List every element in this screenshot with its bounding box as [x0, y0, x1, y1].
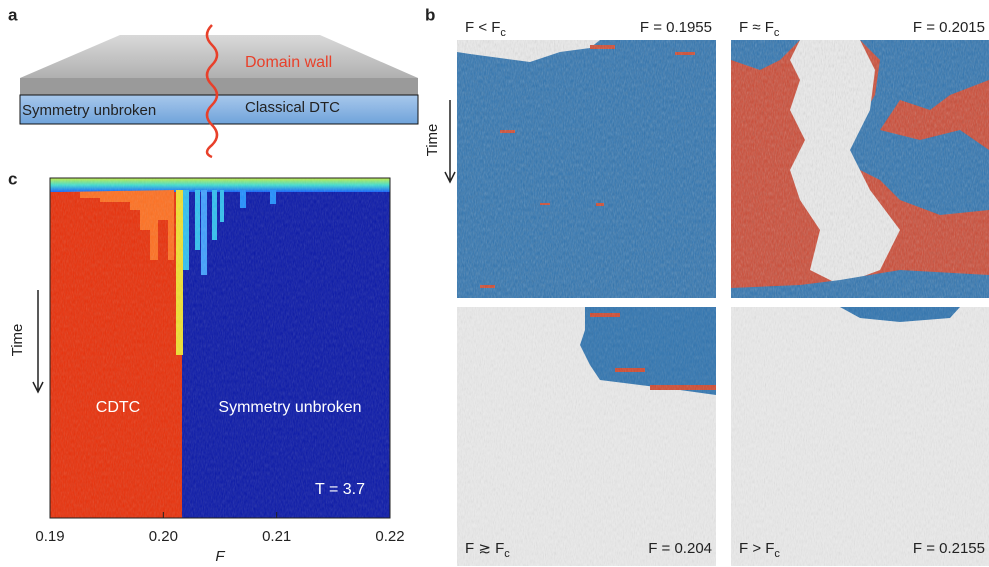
snapshot — [731, 40, 989, 298]
condition-text: F < F — [465, 19, 500, 36]
y-axis-label: Time — [424, 124, 441, 157]
x-axis-label: F — [215, 548, 225, 565]
condition-subscript: c — [774, 548, 780, 560]
x-tick-label: 0.22 — [375, 528, 404, 545]
x-tick-label: 0.20 — [149, 528, 178, 545]
annotation: T = 3.7 — [315, 481, 365, 498]
panel-label: c — [8, 169, 17, 188]
region-label: CDTC — [96, 399, 140, 416]
snapshot — [457, 307, 716, 566]
frame-condition: F ≈ Fc — [739, 19, 780, 39]
y-axis-label: Time — [9, 324, 26, 357]
frame-value: F = 0.204 — [648, 540, 712, 557]
region-label: Classical DTC — [245, 99, 340, 116]
region-label: Symmetry unbroken — [218, 399, 361, 416]
frame-value: F = 0.1955 — [640, 19, 712, 36]
condition-text: F > F — [739, 540, 774, 557]
slab — [19, 94, 419, 125]
snapshot — [731, 307, 989, 566]
frame-value: F = 0.2155 — [913, 540, 985, 557]
slab-top — [20, 35, 418, 78]
heatmap — [50, 178, 390, 518]
frame-condition: F < Fc — [465, 19, 506, 39]
frame-condition: F ≳ Fc — [465, 540, 510, 560]
condition-subscript: c — [774, 27, 780, 39]
annotation: Domain wall — [245, 54, 332, 71]
x-tick-label: 0.19 — [35, 528, 64, 545]
frame-condition: F > Fc — [739, 540, 780, 560]
region-label: Symmetry unbroken — [22, 102, 156, 119]
condition-text: F ≈ F — [739, 19, 774, 36]
time-arrow — [32, 290, 44, 394]
domain-wall-line — [205, 24, 219, 159]
panel-label: a — [8, 5, 18, 24]
time-arrow — [444, 100, 456, 184]
snapshot — [457, 40, 716, 298]
slab-band — [20, 78, 418, 95]
x-tick-label: 0.21 — [262, 528, 291, 545]
condition-subscript: c — [500, 27, 506, 39]
condition-subscript: c — [504, 548, 510, 560]
plot-frame — [49, 177, 391, 519]
x-axis: 0.19 0.20 0.21 0.22 — [35, 512, 405, 545]
panel-label: b — [425, 5, 435, 24]
frame-value: F = 0.2015 — [913, 19, 985, 36]
condition-text: F ≳ F — [465, 540, 504, 557]
